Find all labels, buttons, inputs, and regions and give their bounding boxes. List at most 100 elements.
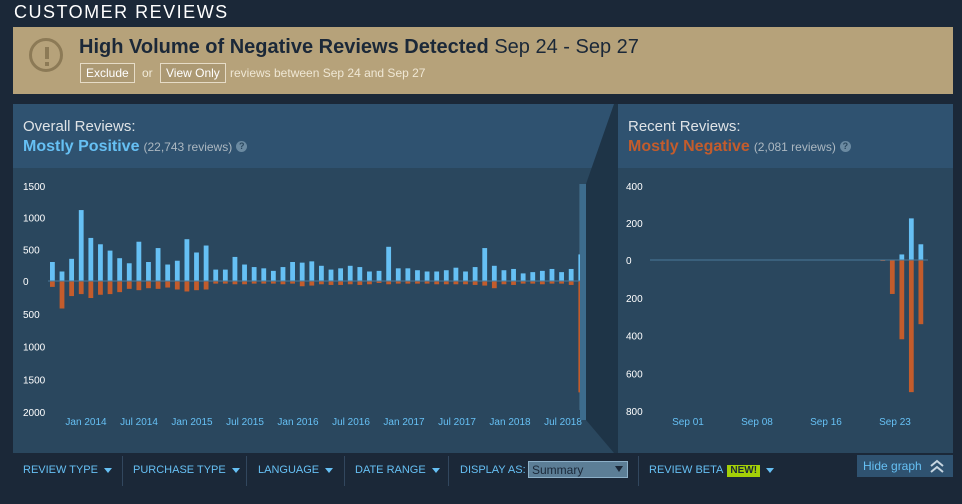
positive-bar: [415, 270, 420, 281]
x-tick-label: Jul 2018: [544, 417, 582, 428]
date-range-filter[interactable]: DATE RANGE: [355, 464, 440, 476]
y-tick-label: 200: [626, 294, 643, 305]
positive-bar: [472, 267, 478, 281]
hide-graph-button[interactable]: Hide graph: [857, 455, 953, 477]
positive-bar: [482, 248, 488, 281]
positive-bar: [491, 265, 497, 281]
negative-bar: [328, 281, 334, 285]
new-badge: NEW!: [727, 465, 761, 477]
banner-tail-text: reviews between Sep 24 and Sep 27: [230, 66, 426, 80]
negative-bar: [338, 281, 344, 285]
negative-bar: [367, 281, 372, 285]
x-tick-label: Jul 2015: [226, 417, 264, 428]
positive-bar: [203, 245, 209, 281]
y-tick-label: 500: [23, 245, 40, 256]
negative-bar: [222, 281, 228, 284]
positive-bar: [126, 263, 132, 281]
chart-background: [618, 168, 953, 453]
positive-bar: [443, 270, 449, 281]
overall-reviews-chart: 1500 1000 500 0 500 1000 1500 2000 Jan 2014 Jul 2…: [13, 168, 614, 453]
x-tick-label: Sep 23: [879, 417, 911, 428]
language-filter[interactable]: LANGUAGE: [258, 464, 334, 476]
recent-summary-text[interactable]: Mostly Negative: [628, 138, 750, 155]
negative-bar: [78, 281, 84, 295]
positive-bar: [88, 237, 94, 281]
negative-bar: [453, 281, 459, 285]
positive-bar: [549, 268, 555, 281]
positive-bar: [539, 270, 545, 281]
positive-bar: [309, 261, 315, 281]
review-type-filter[interactable]: REVIEW TYPE: [23, 464, 112, 476]
positive-bar: [174, 260, 180, 281]
positive-bar: [463, 271, 468, 281]
negative-bar: [434, 281, 440, 285]
negative-bar: [530, 281, 536, 284]
double-chevron-up-icon: [930, 459, 944, 473]
banner-dates: Sep 24 - Sep 27: [494, 36, 639, 58]
exclude-button[interactable]: Exclude: [80, 63, 135, 83]
positive-bar: [232, 256, 238, 281]
negative-bar: [376, 281, 382, 283]
positive-bar: [434, 271, 440, 281]
positive-bar: [213, 269, 219, 281]
positive-bar: [918, 244, 924, 260]
y-tick-label: 400: [626, 182, 643, 193]
positive-bar: [424, 271, 430, 281]
positive-bar: [261, 268, 267, 281]
positive-bar: [405, 268, 411, 281]
x-tick-label: Jan 2018: [489, 417, 531, 428]
negative-bar: [357, 281, 363, 285]
purchase-type-filter[interactable]: PURCHASE TYPE: [133, 464, 240, 476]
y-tick-label: 500: [23, 310, 40, 321]
section-title: CUSTOMER REVIEWS: [14, 2, 229, 22]
negative-bar: [299, 281, 305, 287]
help-icon[interactable]: ?: [236, 141, 248, 153]
negative-bar: [405, 281, 411, 284]
help-icon[interactable]: ?: [839, 141, 851, 153]
chevron-down-icon: [431, 467, 440, 473]
review-beta-filter[interactable]: REVIEW BETA NEW!: [649, 464, 775, 477]
positive-bar: [98, 244, 103, 281]
negative-bar: [549, 281, 555, 284]
view-only-button[interactable]: View Only: [160, 63, 226, 83]
x-tick-label: Jul 2016: [332, 417, 370, 428]
negative-bar: [117, 281, 123, 293]
x-tick-label: Jan 2015: [171, 417, 213, 428]
positive-bar: [376, 270, 382, 281]
y-tick-label: 1000: [23, 214, 46, 225]
y-tick-label: 0: [23, 277, 29, 288]
recent-reviews-summary: Mostly Negative (2,081 reviews)?: [628, 138, 851, 156]
negative-bar: [520, 281, 526, 284]
y-tick-label: 1000: [23, 343, 46, 354]
review-filters-bar: REVIEW TYPE PURCHASE TYPE LANGUAGE DATE …: [13, 455, 953, 486]
x-tick-label: Jan 2016: [277, 417, 319, 428]
negative-bar: [386, 281, 392, 285]
x-tick-label: Jan 2017: [383, 417, 425, 428]
positive-bar: [908, 218, 914, 260]
positive-bar: [194, 252, 199, 281]
positive-bar: [338, 268, 344, 281]
overall-summary-text[interactable]: Mostly Positive: [23, 138, 140, 155]
y-tick-label: 0: [626, 256, 632, 267]
x-tick-label: Jan 2014: [65, 417, 107, 428]
display-as-select[interactable]: Summary: [528, 461, 628, 478]
positive-bar: [395, 268, 401, 281]
positive-bar: [290, 262, 295, 281]
positive-bar: [319, 265, 324, 281]
y-tick-label: 2000: [23, 408, 46, 419]
negative-bar: [511, 281, 516, 285]
negative-bar: [59, 281, 65, 309]
negative-bar: [270, 281, 276, 284]
chevron-down-icon: [325, 467, 334, 473]
positive-bar: [367, 271, 372, 281]
recent-review-count: (2,081 reviews): [753, 140, 836, 154]
negative-bar: [415, 281, 420, 284]
recent-reviews-panel: Recent Reviews: Mostly Negative (2,081 re…: [618, 104, 953, 453]
positive-bar: [299, 262, 305, 281]
negative-bar: [50, 281, 55, 287]
y-tick-label: 400: [626, 332, 643, 343]
negative-bar: [290, 281, 295, 284]
y-tick-label: 600: [626, 369, 643, 380]
positive-bar: [117, 258, 123, 281]
x-tick-label: Sep 08: [741, 417, 773, 428]
